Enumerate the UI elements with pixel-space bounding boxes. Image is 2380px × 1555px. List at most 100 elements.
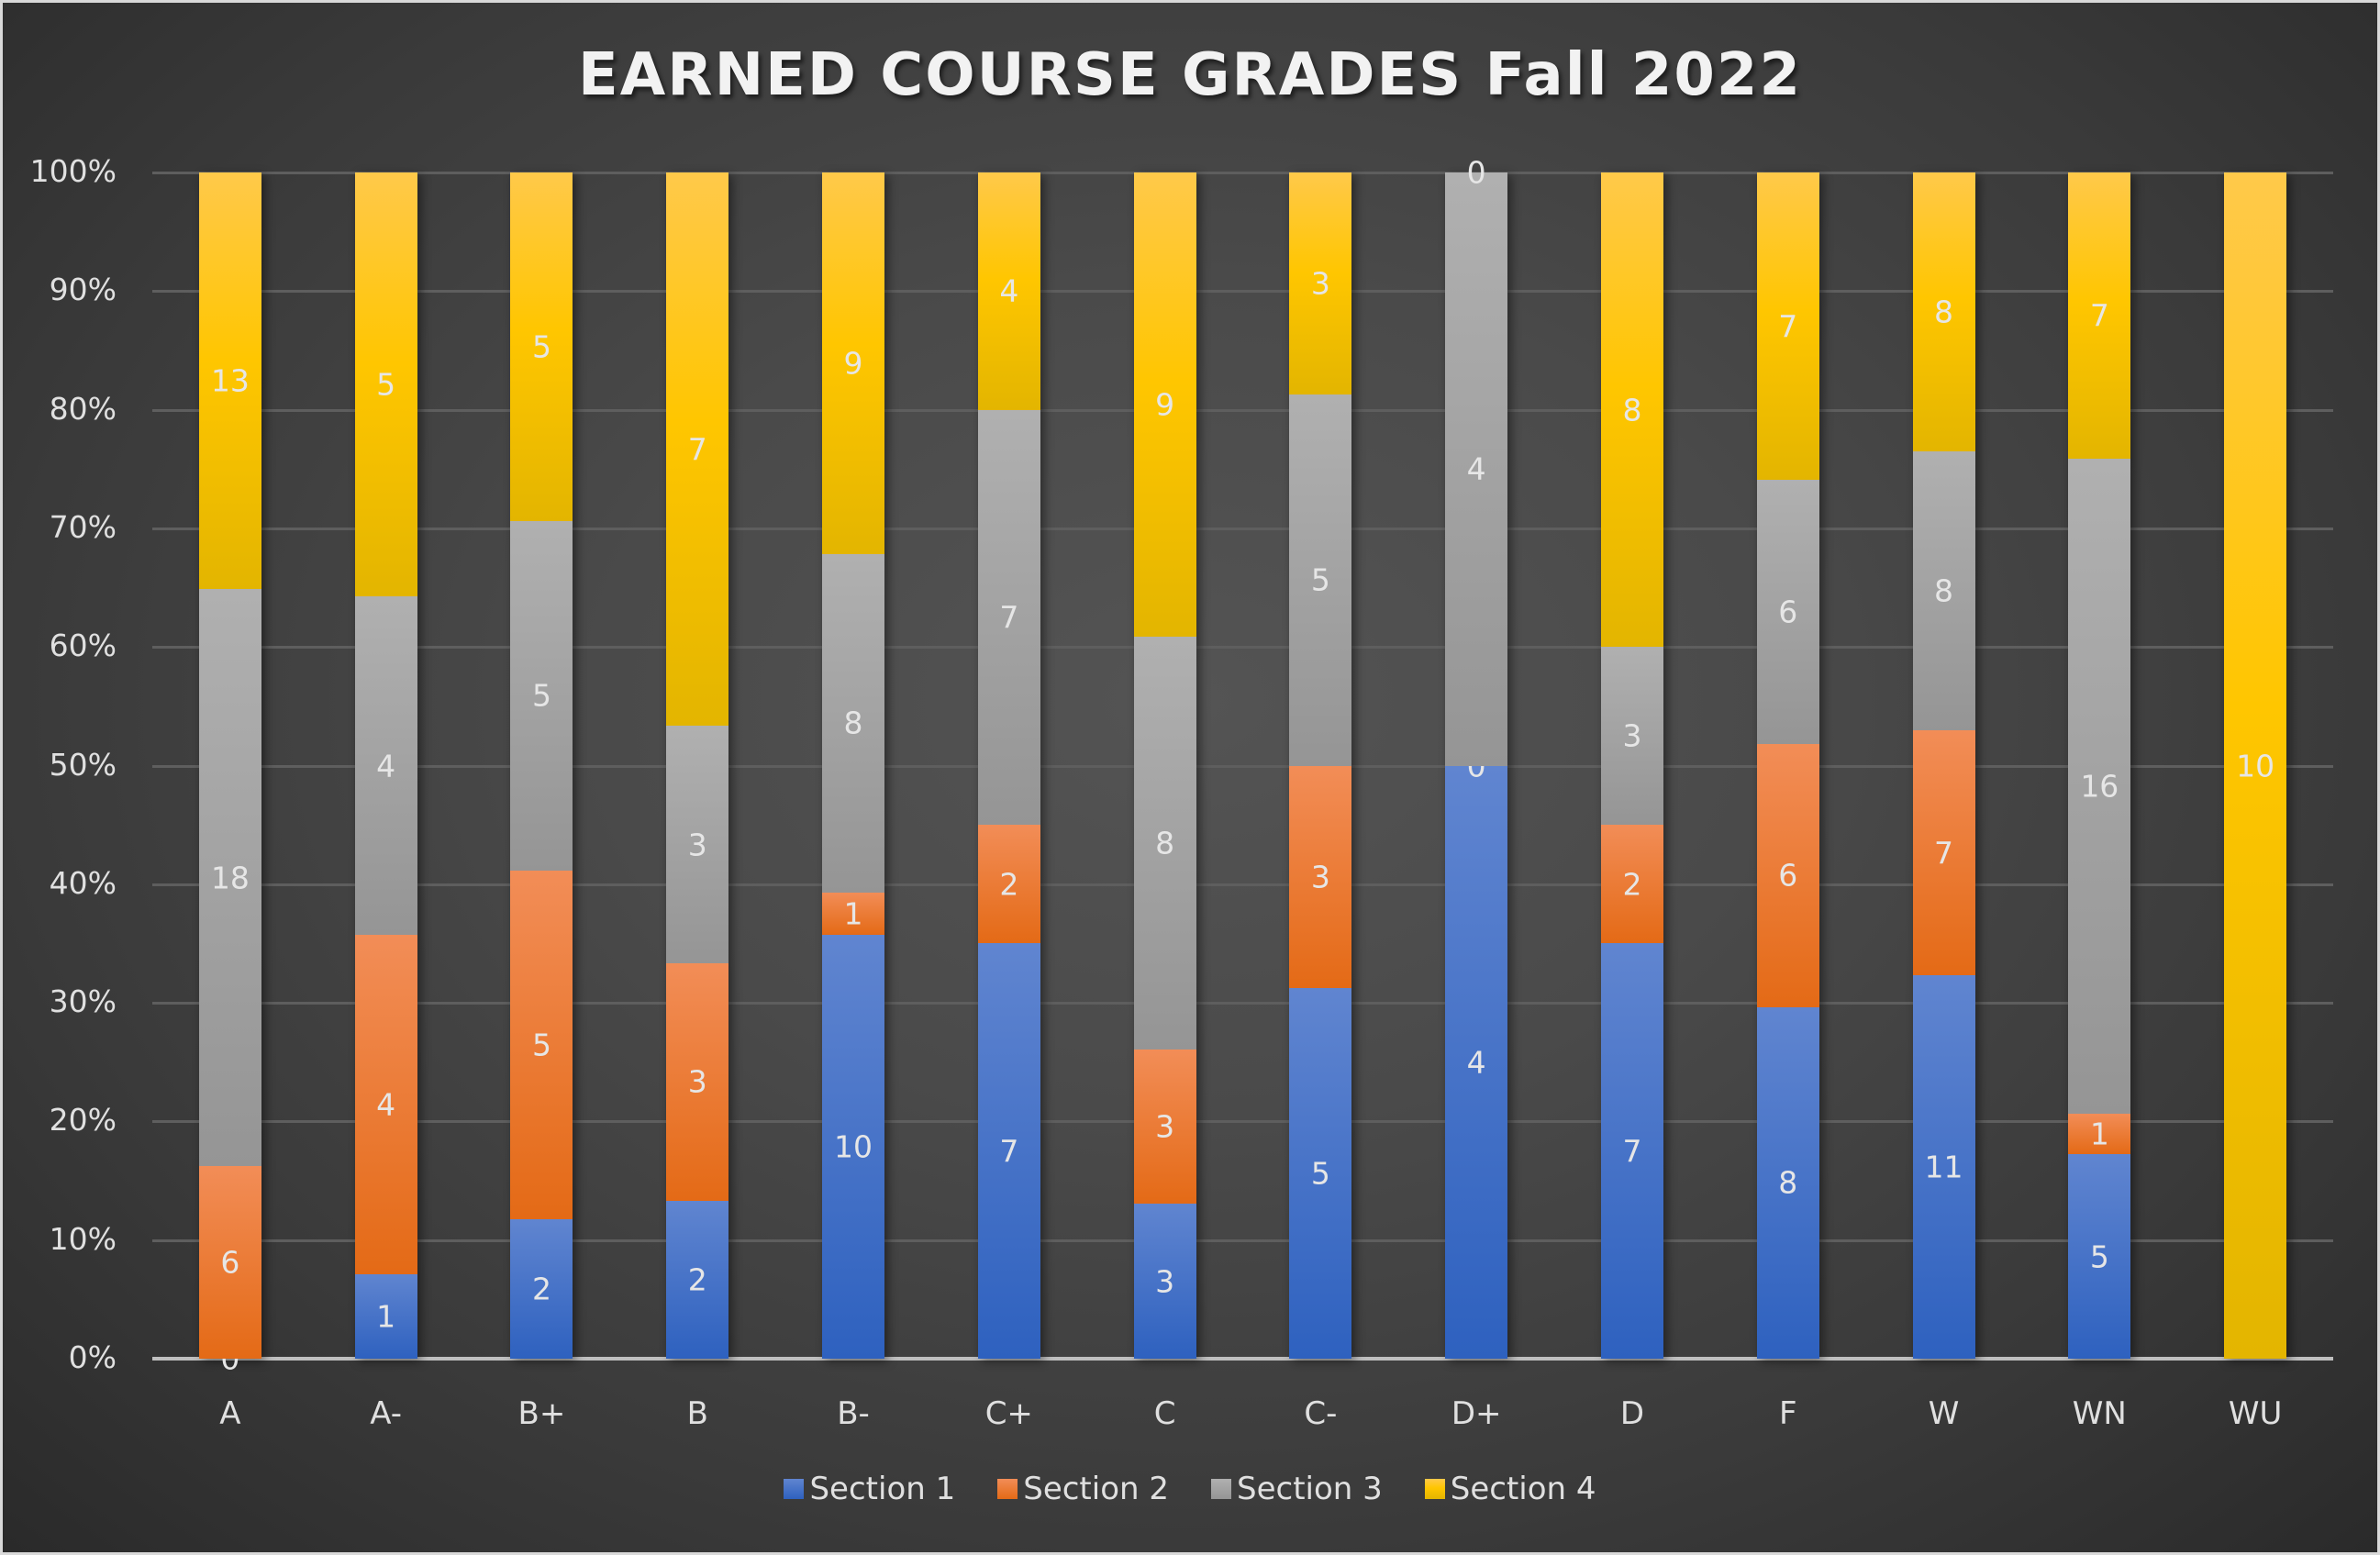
bar-segment-section-2: 7 [1912, 730, 1975, 975]
bar-C: 3 3 8 9 [1133, 172, 1196, 1359]
x-tick-label: D+ [1451, 1395, 1502, 1432]
bar-segment-section-4: 13 [198, 172, 261, 590]
y-tick-label: 50% [49, 746, 117, 783]
bar-segment-section-3: 5 [1289, 394, 1352, 766]
data-label: 4 [999, 272, 1019, 309]
y-tick-label: 20% [49, 1102, 117, 1138]
bar-B-: 10 1 8 9 [822, 172, 885, 1359]
data-label: 6 [1778, 594, 1798, 630]
x-tick-label: C- [1304, 1395, 1338, 1432]
data-label: 9 [843, 345, 863, 382]
data-label: 7 [1778, 308, 1798, 345]
bar-segment-section-2: 3 [666, 963, 729, 1201]
bar-segment-section-1: 7 [977, 943, 1040, 1359]
y-tick-label: 30% [49, 983, 117, 1020]
data-label: 7 [687, 431, 707, 468]
bar-segment-section-2: 4 [354, 935, 417, 1274]
bar-segment-section-2: 2 [1600, 825, 1663, 944]
data-label: 2 [531, 1271, 551, 1307]
y-tick-label: 0% [68, 1339, 117, 1375]
data-label: 5 [531, 328, 551, 365]
bar-segment-section-4: 7 [2068, 172, 2131, 460]
data-label: 8 [1934, 294, 1954, 330]
bar-A: 0 6 18 13 [198, 172, 261, 1374]
y-tick-label: 100% [29, 153, 117, 189]
bar-segment-section-1: 5 [1289, 987, 1352, 1359]
bar-segment-section-1: 11 [1912, 974, 1975, 1359]
data-label: 11 [1924, 1149, 1963, 1185]
y-tick-label: 90% [49, 272, 117, 308]
data-label: 2 [687, 1261, 707, 1298]
legend-item-section-2: Section 2 [997, 1471, 1169, 1507]
bar-segment-section-3: 4 [1445, 172, 1508, 766]
legend-item-section-4: Section 4 [1424, 1471, 1596, 1507]
legend-swatch-icon [997, 1479, 1018, 1499]
bar-segment-section-3: 8 [822, 553, 885, 894]
legend-item-section-3: Section 3 [1211, 1471, 1383, 1507]
bar-segment-section-3: 18 [198, 589, 261, 1167]
bar-segment-section-1: 7 [1600, 943, 1663, 1359]
data-label: 16 [2080, 768, 2119, 805]
gridline [152, 883, 2333, 886]
data-label: 18 [210, 860, 250, 896]
data-label: 3 [1310, 265, 1330, 302]
x-tick-label: F [1778, 1395, 1797, 1432]
x-tick-label: B+ [517, 1395, 566, 1432]
data-label: 2 [1622, 866, 1642, 903]
bar-segment-section-4: 8 [1912, 172, 1975, 452]
gridline [152, 290, 2333, 294]
data-label: 3 [687, 1063, 707, 1100]
legend-label: Section 4 [1450, 1471, 1596, 1507]
bar-segment-section-1: 3 [1133, 1204, 1196, 1359]
data-label: 1 [843, 895, 863, 932]
data-label: 8 [1622, 392, 1642, 428]
bar-segment-section-3: 6 [1756, 480, 1819, 744]
data-label: 5 [1310, 561, 1330, 598]
legend-label: Section 2 [1023, 1471, 1169, 1507]
data-label: 10 [2236, 748, 2275, 783]
y-tick-label: 40% [49, 864, 117, 901]
bar-segment-section-3: 3 [1600, 647, 1663, 826]
bar-D: 7 2 3 8 [1600, 172, 1663, 1359]
bar-B: 2 3 3 7 [666, 172, 729, 1359]
bar-segment-section-4: 9 [822, 172, 885, 554]
x-tick-label: C [1153, 1395, 1176, 1432]
data-label: 8 [1155, 825, 1175, 861]
bar-segment-section-2: 6 [198, 1166, 261, 1359]
y-tick-label: 60% [49, 628, 117, 664]
data-label: 4 [1466, 1044, 1486, 1081]
bar-segment-section-4: 7 [1756, 172, 1819, 481]
legend-swatch-icon [1424, 1479, 1445, 1499]
x-tick-label: D [1619, 1395, 1645, 1432]
gridline [152, 1238, 2333, 1242]
data-label: 5 [2089, 1238, 2109, 1275]
data-label: 6 [1778, 857, 1798, 894]
x-tick-label: B [686, 1395, 708, 1432]
x-tick-label: C+ [984, 1395, 1033, 1432]
bar-segment-section-1: 4 [1445, 765, 1508, 1359]
bar-segment-section-1: 5 [2068, 1154, 2131, 1359]
legend: Section 1 Section 2 Section 3 Section 4 [3, 1471, 2377, 1507]
gridline [152, 646, 2333, 650]
x-tick-label: B- [837, 1395, 870, 1432]
data-label: 7 [999, 599, 1019, 636]
bar-C-: 5 3 5 3 [1289, 172, 1352, 1359]
bar-segment-section-4: 9 [1133, 172, 1196, 637]
data-label: 3 [687, 827, 707, 863]
legend-label: Section 1 [809, 1471, 956, 1507]
bar-segment-section-2: 5 [510, 870, 573, 1219]
data-label: 8 [843, 705, 863, 741]
data-label: 10 [834, 1128, 873, 1165]
gridline [152, 527, 2333, 530]
bar-segment-section-1: 2 [666, 1200, 729, 1359]
data-label: 3 [1622, 717, 1642, 754]
gridline [152, 172, 2333, 174]
data-label: 4 [1466, 450, 1486, 487]
data-label: 3 [1155, 1263, 1175, 1300]
bar-A-: 1 4 4 5 [354, 172, 417, 1359]
x-axis-line [152, 1357, 2333, 1361]
data-label: 7 [999, 1133, 1019, 1170]
data-label: 8 [1778, 1164, 1798, 1201]
